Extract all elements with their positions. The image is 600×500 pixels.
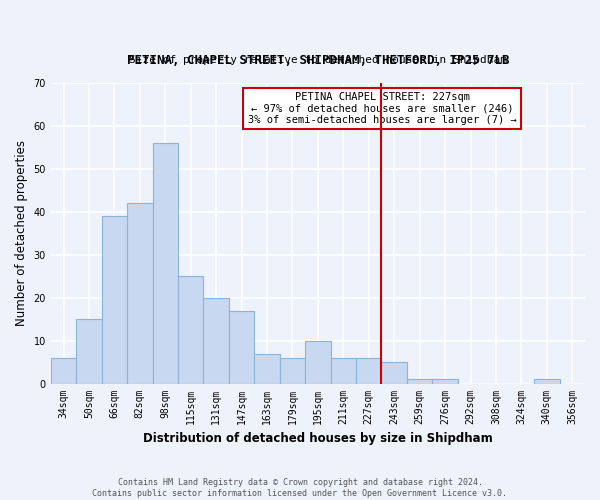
Bar [254, 354, 280, 384]
Bar [305, 340, 331, 384]
Title: PETINA, CHAPEL STREET, SHIPDHAM, THETFORD, IP25 7LB: PETINA, CHAPEL STREET, SHIPDHAM, THETFOR… [127, 54, 509, 66]
Bar [382, 362, 407, 384]
Bar [407, 380, 433, 384]
Bar [534, 380, 560, 384]
Bar [127, 204, 152, 384]
Bar [433, 380, 458, 384]
Bar [76, 319, 101, 384]
Bar [331, 358, 356, 384]
Bar [152, 143, 178, 384]
X-axis label: Distribution of detached houses by size in Shipdham: Distribution of detached houses by size … [143, 432, 493, 445]
Bar [203, 298, 229, 384]
Bar [178, 276, 203, 384]
Text: Size of property relative to detached houses in Shipdham: Size of property relative to detached ho… [129, 55, 507, 65]
Text: PETINA CHAPEL STREET: 227sqm
← 97% of detached houses are smaller (246)
3% of se: PETINA CHAPEL STREET: 227sqm ← 97% of de… [248, 92, 517, 126]
Y-axis label: Number of detached properties: Number of detached properties [15, 140, 28, 326]
Bar [229, 310, 254, 384]
Bar [101, 216, 127, 384]
Bar [280, 358, 305, 384]
Bar [51, 358, 76, 384]
Text: Contains HM Land Registry data © Crown copyright and database right 2024.
Contai: Contains HM Land Registry data © Crown c… [92, 478, 508, 498]
Bar [356, 358, 382, 384]
